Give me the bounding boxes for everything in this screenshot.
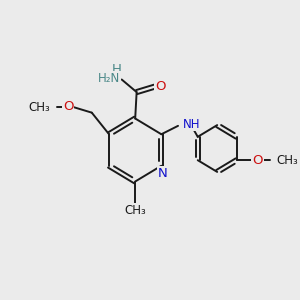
- Text: CH₃: CH₃: [276, 154, 298, 167]
- Text: NH: NH: [183, 118, 201, 130]
- Text: CH₃: CH₃: [124, 204, 146, 217]
- Text: O: O: [63, 100, 74, 112]
- Text: CH₃: CH₃: [28, 101, 50, 114]
- Text: H: H: [112, 63, 122, 76]
- Text: O: O: [155, 80, 166, 93]
- Text: O: O: [252, 154, 263, 167]
- Text: H₂N: H₂N: [98, 72, 121, 85]
- Text: N: N: [158, 167, 167, 180]
